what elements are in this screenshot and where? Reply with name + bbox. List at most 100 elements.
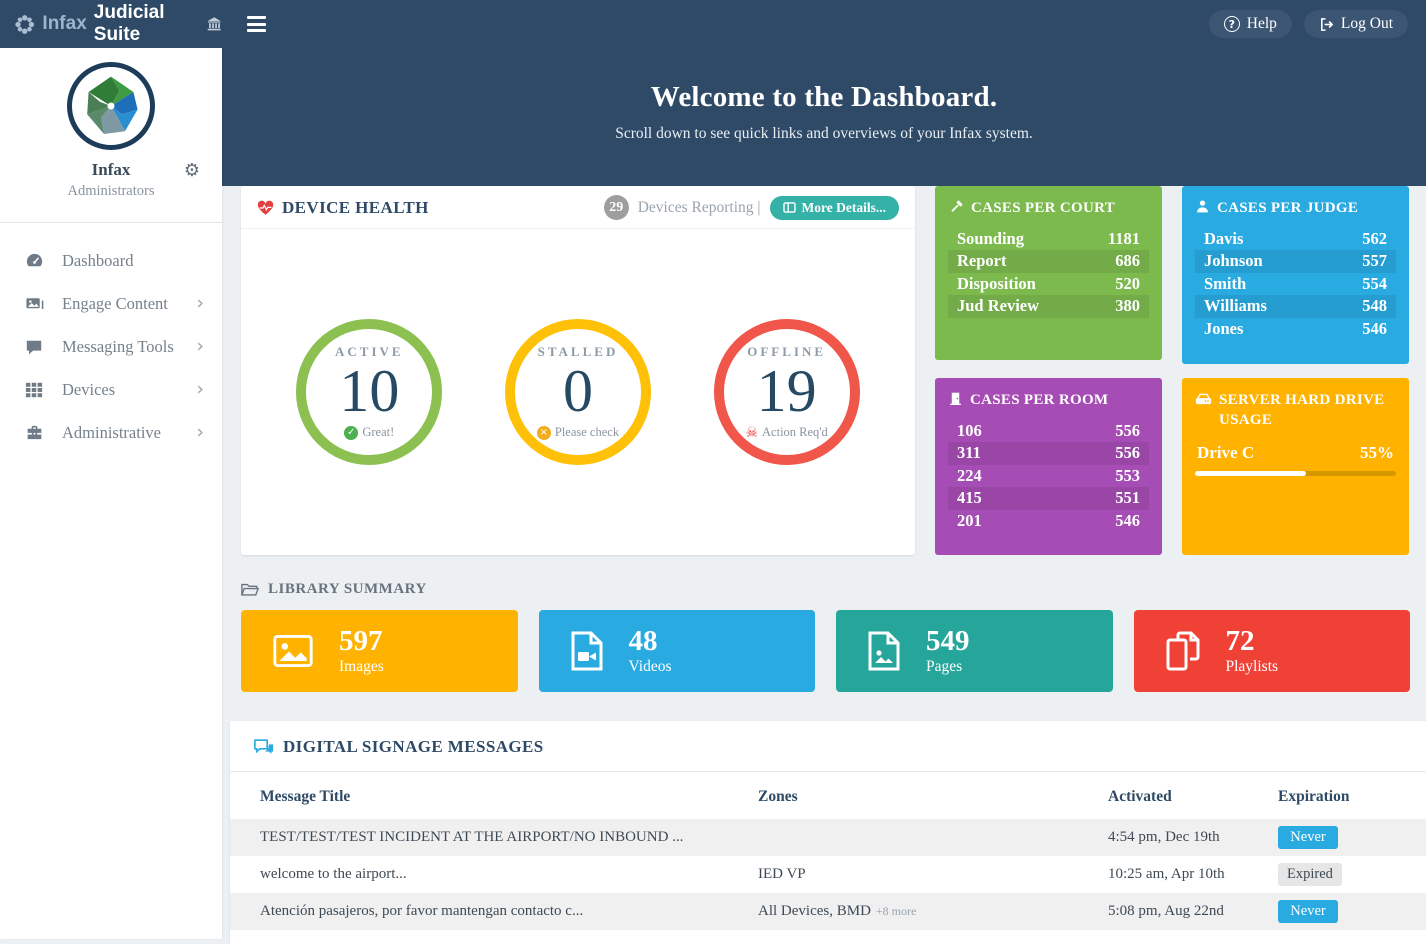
stat-row: 201 546 (957, 510, 1140, 530)
sidebar-item-messaging-tools[interactable]: Messaging Tools › (0, 325, 222, 368)
playlists-count: 72 (1225, 625, 1255, 658)
device-health-title: DEVICE HEALTH (282, 197, 429, 217)
brand: Infax Judicial Suite (0, 2, 222, 46)
expiration-badge[interactable]: Expired (1278, 863, 1342, 886)
messages-title: DIGITAL SIGNAGE MESSAGES (283, 737, 544, 756)
videos-label: Videos (628, 657, 672, 675)
sign-out-icon (1320, 17, 1334, 31)
sidebar-item-label: Messaging Tools (62, 336, 174, 356)
ring-label: OFFLINE (747, 343, 827, 359)
user-icon (1197, 200, 1208, 213)
images-icon (25, 294, 47, 313)
stat-row: Williams 548 (1195, 295, 1396, 318)
drive-label: Drive C (1197, 443, 1255, 462)
courthouse-icon (207, 17, 221, 31)
cases-per-room-card: CASES PER ROOM 106 556 311 556 224 553 415 5… (935, 378, 1162, 555)
gear-icon[interactable]: ⚙ (183, 160, 200, 181)
messages-table-header-row: Message Title Zones Activated Expiration (230, 772, 1426, 819)
videos-count: 48 (628, 625, 658, 658)
stat-row: 311 556 (948, 442, 1149, 465)
ring-value: 10 (339, 357, 400, 424)
hamburger-menu-icon[interactable] (243, 12, 270, 36)
stalled-devices-ring: STALLED 0 × Please check (504, 319, 651, 465)
comment-icon (25, 338, 47, 356)
images-label: Images (339, 657, 384, 675)
cases-per-court-header: CASES PER COURT (948, 199, 1149, 219)
stat-row: Jud Review 380 (948, 295, 1149, 318)
skull-icon: ☠ (745, 424, 759, 441)
ring-status-text: Great! (362, 425, 395, 440)
message-activated-cell: 4:54 pm, Dec 19th (1108, 829, 1220, 845)
more-details-button[interactable]: More Details... (769, 195, 899, 220)
check-circle-icon: ✓ (344, 425, 359, 440)
device-status-circles: ACTIVE 10 ✓ Great! STALLED 0 × Please ch… (241, 229, 915, 555)
ring-label: ACTIVE (335, 343, 404, 359)
message-title-cell: welcome to the airport... (260, 866, 407, 882)
stat-row: Davis 562 (1204, 228, 1387, 248)
message-expiration-cell: Expired (1270, 856, 1426, 893)
sidebar-item-devices[interactable]: Devices › (0, 368, 222, 411)
stat-row: Sounding 1181 (957, 228, 1140, 248)
sidebar-item-label: Devices (62, 379, 116, 399)
sidebar-nav: Dashboard Engage Content › Messaging Too… (0, 239, 222, 454)
message-row[interactable]: Atención pasajeros, por favor mantengan … (230, 893, 1426, 930)
message-row[interactable]: welcome to the airport... IED VP 10:25 a… (230, 856, 1426, 893)
file-video-icon (571, 631, 602, 671)
hard-drive-icon (1195, 393, 1212, 405)
stat-row: Disposition 520 (957, 273, 1140, 293)
devices-reporting-label: Devices Reporting | (637, 198, 761, 216)
top-navbar: Infax Judicial Suite ? Help Log Out (0, 0, 1426, 48)
cases-per-judge-header: CASES PER JUDGE (1195, 199, 1396, 219)
brand-product: Judicial Suite (93, 2, 165, 45)
file-image-icon (868, 631, 900, 671)
brand-name: Infax (42, 13, 87, 34)
sidebar-item-label: Engage Content (62, 293, 168, 313)
cases-per-room-header: CASES PER ROOM (948, 391, 1149, 411)
ring-status: ✓ Great! (344, 425, 394, 440)
ring-value: 19 (756, 357, 817, 424)
stat-row: 106 556 (957, 420, 1140, 440)
playlists-summary-card[interactable]: 72 Playlists (1133, 610, 1410, 692)
images-summary-card[interactable]: 597 Images (241, 610, 518, 692)
drive-usage-progressbar (1195, 471, 1396, 476)
help-button[interactable]: ? Help (1208, 10, 1292, 38)
stat-row: Report 686 (948, 250, 1149, 273)
sidebar-item-administrative[interactable]: Administrative › (0, 411, 222, 454)
sidebar-item-label: Administrative (62, 422, 161, 442)
library-summary-section: LIBRARY SUMMARY 597 Images (241, 581, 1410, 692)
tachometer-icon (25, 251, 47, 270)
times-circle-icon: × (536, 425, 551, 440)
column-header-message-title: Message Title (260, 788, 351, 805)
door-icon (950, 392, 961, 405)
toolbox-icon (25, 423, 47, 442)
ring-status: ☠ Action Req'd (745, 425, 827, 440)
ring-status-text: Please check (554, 425, 620, 440)
column-header-expiration: Expiration (1278, 788, 1350, 805)
pages-count: 549 (926, 625, 970, 658)
message-row[interactable]: TEST/TEST/TEST INCIDENT AT THE AIRPORT/N… (230, 819, 1426, 856)
heartbeat-icon (257, 200, 274, 215)
cases-per-judge-title: CASES PER JUDGE (1217, 200, 1359, 216)
main-content: Welcome to the Dashboard. Scroll down to… (222, 48, 1426, 944)
library-summary-header: LIBRARY SUMMARY (241, 581, 1410, 598)
expiration-badge[interactable]: Never (1278, 900, 1338, 923)
folder-open-icon (241, 583, 259, 596)
sidebar-item-dashboard[interactable]: Dashboard (0, 239, 222, 282)
page-subtitle: Scroll down to see quick links and overv… (615, 125, 1033, 142)
stat-row: Smith 554 (1204, 273, 1387, 293)
sidebar-item-engage-content[interactable]: Engage Content › (0, 282, 222, 325)
pages-summary-card[interactable]: 549 Pages (836, 610, 1113, 692)
grid-icon (25, 381, 47, 399)
expiration-badge[interactable]: Never (1278, 826, 1338, 849)
column-header-activated: Activated (1108, 788, 1172, 805)
copy-playlists-icon (1166, 631, 1199, 671)
infax-gem-logo-icon (87, 76, 138, 134)
message-activated-cell: 5:08 pm, Aug 22nd (1108, 903, 1224, 919)
videos-summary-card[interactable]: 48 Videos (538, 610, 815, 692)
comments-icon (254, 738, 274, 754)
stat-row: 415 551 (948, 487, 1149, 510)
page-title: Welcome to the Dashboard. (650, 81, 998, 113)
sidebar: Infax ⚙ Administrators Dashboard (0, 48, 222, 939)
digital-signage-messages-card: DIGITAL SIGNAGE MESSAGES Message Title Z… (230, 721, 1426, 944)
logout-button[interactable]: Log Out (1303, 10, 1408, 38)
